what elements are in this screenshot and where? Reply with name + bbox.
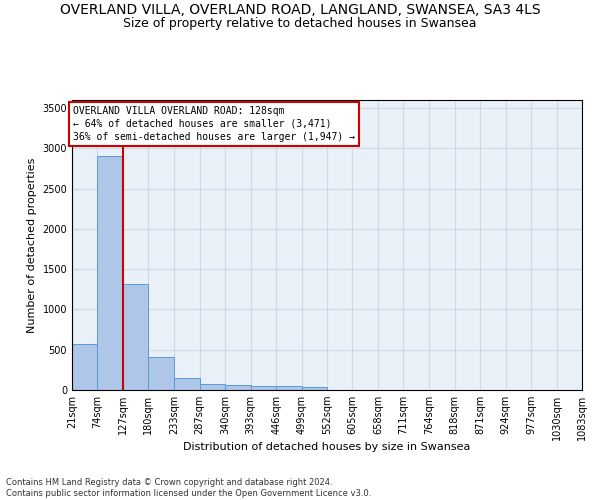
Bar bbox=[123, 284, 148, 390]
Bar bbox=[72, 344, 97, 390]
Bar bbox=[251, 386, 276, 390]
Bar bbox=[276, 386, 302, 390]
Text: Size of property relative to detached houses in Swansea: Size of property relative to detached ho… bbox=[123, 18, 477, 30]
Y-axis label: Number of detached properties: Number of detached properties bbox=[27, 158, 37, 332]
Text: Contains HM Land Registry data © Crown copyright and database right 2024.
Contai: Contains HM Land Registry data © Crown c… bbox=[6, 478, 371, 498]
Bar bbox=[174, 378, 200, 390]
Bar bbox=[200, 384, 225, 390]
Text: Distribution of detached houses by size in Swansea: Distribution of detached houses by size … bbox=[184, 442, 470, 452]
Text: OVERLAND VILLA, OVERLAND ROAD, LANGLAND, SWANSEA, SA3 4LS: OVERLAND VILLA, OVERLAND ROAD, LANGLAND,… bbox=[59, 2, 541, 16]
Bar bbox=[148, 357, 174, 390]
Bar bbox=[225, 385, 251, 390]
Bar bbox=[97, 156, 123, 390]
Bar bbox=[302, 387, 327, 390]
Text: OVERLAND VILLA OVERLAND ROAD: 128sqm
← 64% of detached houses are smaller (3,471: OVERLAND VILLA OVERLAND ROAD: 128sqm ← 6… bbox=[73, 106, 355, 142]
